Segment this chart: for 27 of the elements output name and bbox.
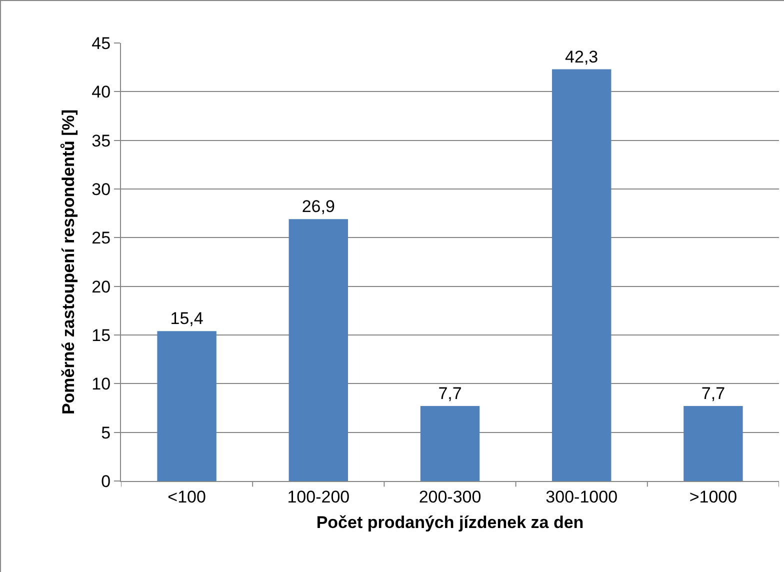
y-tick-label: 40 [92,82,111,102]
bar [684,406,743,481]
x-tick-label: >1000 [689,487,738,506]
bar [288,219,348,481]
y-tick-label: 30 [92,180,111,199]
x-tick-label: <100 [168,487,206,506]
x-axis-title: Počet prodaných jízdenek za den [316,512,584,532]
bar [420,406,480,481]
data-label: 42,3 [565,47,598,66]
y-tick-label: 10 [92,374,111,394]
data-label: 7,7 [438,384,462,404]
y-axis-title: Poměrné zastoupení respondentů [%] [59,109,78,415]
x-tick-label: 100-200 [287,487,350,506]
bar [552,69,612,481]
data-label: 26,9 [302,197,335,216]
bar [157,331,216,481]
x-tick-label: 200-300 [418,487,482,506]
data-label: 7,7 [701,384,726,404]
y-tick-label: 35 [92,131,111,150]
y-tick-label: 5 [101,423,111,442]
y-tick-label: 25 [92,228,111,248]
y-tick-label: 20 [92,277,111,296]
data-label: 15,4 [170,309,204,328]
y-tick-label: 0 [101,472,111,491]
x-tick-label: 300-1000 [546,487,618,506]
y-tick-label: 15 [92,326,111,345]
y-tick-label: 45 [92,34,111,53]
